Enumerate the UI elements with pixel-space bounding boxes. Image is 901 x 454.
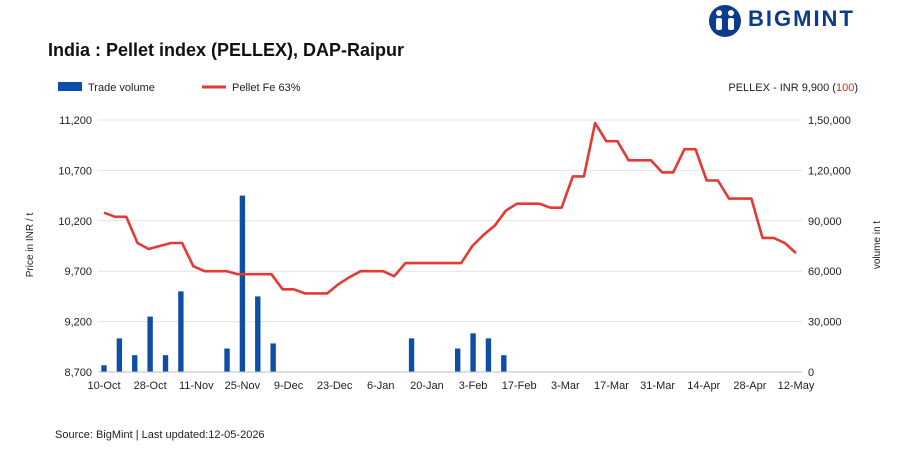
x-tick-label: 25-Nov — [225, 380, 261, 392]
volume-bar — [239, 195, 246, 372]
x-tick-label: 3-Mar — [551, 380, 580, 392]
right-tick-label: 1,50,000 — [808, 115, 851, 127]
x-tick-label: 12-May — [778, 380, 815, 392]
brand-name: BIGMINT — [748, 6, 855, 31]
legend-label-volume: Trade volume — [88, 82, 155, 94]
x-tick-label: 9-Dec — [274, 380, 304, 392]
chart-title: India : Pellet index (PELLEX), DAP-Raipu… — [48, 40, 405, 60]
index-annotation: PELLEX - INR 9,900 (100) — [728, 82, 858, 94]
x-tick-label: 10-Oct — [87, 380, 120, 392]
volume-bar — [501, 355, 507, 372]
right-tick-label: 60,000 — [808, 266, 842, 278]
x-tick-label: 3-Feb — [459, 380, 488, 392]
right-tick-label: 0 — [808, 367, 814, 379]
right-tick-label: 1,20,000 — [808, 165, 851, 177]
volume-bar — [147, 316, 153, 372]
source-note: Source: BigMint | Last updated:12-05-202… — [55, 429, 265, 441]
bigmint-logo-icon — [709, 5, 741, 37]
price-series-line — [103, 121, 797, 295]
right-tick-label: 90,000 — [808, 216, 842, 228]
legend: Trade volume Pellet Fe 63% — [58, 82, 301, 94]
left-tick-label: 10,200 — [58, 216, 92, 228]
volume-bar — [255, 296, 261, 372]
x-tick-label: 14-Apr — [687, 380, 720, 392]
x-tick-label: 11-Nov — [179, 380, 214, 392]
x-tick-label: 17-Mar — [594, 380, 629, 392]
volume-bar — [470, 333, 476, 372]
volume-bar — [454, 348, 461, 372]
volume-bar — [224, 348, 230, 372]
right-tick-label: 30,000 — [808, 317, 842, 329]
x-tick-label: 31-Mar — [640, 380, 675, 392]
volume-bar — [162, 355, 169, 372]
right-axis: 1,50,000 1,20,000 90,000 60,000 30,000 0 — [808, 115, 851, 379]
volume-bar — [485, 338, 492, 372]
x-tick-label: 28-Apr — [733, 380, 766, 392]
volume-bars — [101, 195, 507, 372]
left-tick-label: 9,200 — [64, 317, 92, 329]
x-axis: 10-Oct 28-Oct 11-Nov 25-Nov 9-Dec 23-Dec 6-Jan… — [87, 371, 815, 392]
volume-bar — [132, 355, 138, 372]
left-tick-label: 9,700 — [64, 266, 92, 278]
volume-bar — [101, 365, 107, 372]
price-line — [103, 121, 797, 295]
legend-swatch-volume — [58, 82, 82, 91]
x-tick-label: 6-Jan — [367, 380, 395, 392]
volume-bar — [408, 338, 415, 372]
left-axis-title: Price in INR / t — [25, 213, 36, 278]
right-axis-title: volume in t — [872, 221, 883, 270]
x-tick-label: 28-Oct — [134, 380, 167, 392]
x-tick-label: 20-Jan — [410, 380, 444, 392]
legend-label-price: Pellet Fe 63% — [232, 82, 301, 94]
volume-bar — [270, 343, 276, 372]
left-axis: 11,200 10,700 10,200 9,700 9,200 8,700 — [58, 115, 92, 379]
x-tick-label: 23-Dec — [317, 380, 353, 392]
left-tick-label: 10,700 — [58, 165, 92, 177]
left-tick-label: 11,200 — [59, 115, 92, 127]
gridlines — [98, 119, 802, 373]
left-tick-label: 8,700 — [64, 367, 92, 379]
x-tick-label: 17-Feb — [502, 380, 537, 392]
volume-bar — [116, 338, 123, 372]
volume-bar — [178, 291, 184, 372]
